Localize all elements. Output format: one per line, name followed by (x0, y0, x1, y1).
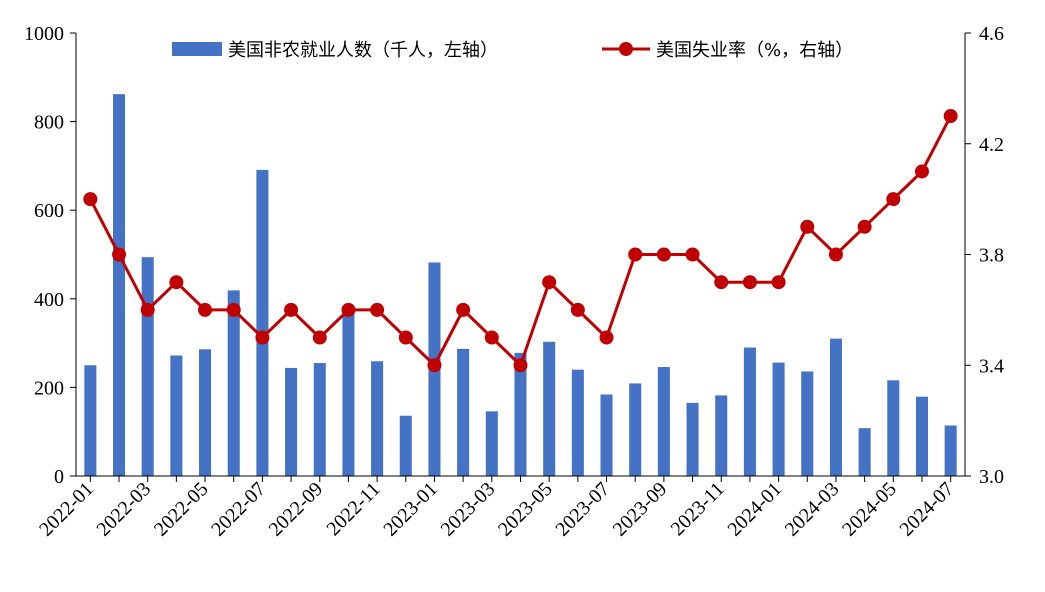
x-tick-label: 2023-07 (551, 478, 614, 541)
unemployment-line (89, 115, 952, 367)
bar-2022-11 (371, 361, 384, 476)
bar-2022-10 (342, 308, 355, 476)
bar-2023-06 (571, 369, 584, 476)
bar-2024-04 (858, 428, 871, 476)
x-tick-label: 2023-05 (494, 478, 557, 541)
point-2022-01 (83, 192, 98, 207)
bar-2023-11 (715, 395, 728, 476)
point-2023-12 (742, 275, 757, 290)
bar-2024-02 (801, 371, 814, 476)
x-tick-label: 2023-03 (437, 478, 500, 541)
point-2023-06 (570, 302, 585, 317)
bar-2022-04 (170, 355, 183, 476)
y-left-tick-label: 1000 (24, 23, 64, 45)
point-2024-07 (943, 109, 958, 124)
point-2024-03 (828, 247, 843, 262)
bar-2022-08 (285, 367, 298, 476)
point-2022-12 (398, 330, 413, 345)
bar-2023-10 (686, 402, 699, 476)
point-2022-02 (112, 247, 127, 262)
y-left-tick-label: 0 (54, 466, 64, 488)
x-tick-label: 2024-07 (895, 478, 958, 541)
y-right-tick-label: 4.6 (979, 23, 1004, 45)
point-2023-03 (484, 330, 499, 345)
x-tick-label: 2022-01 (35, 478, 98, 541)
point-2023-08 (628, 247, 643, 262)
bar-2022-07 (256, 169, 269, 476)
bar-2023-03 (485, 411, 498, 476)
x-tick-label: 2022-11 (322, 478, 384, 540)
point-2022-10 (341, 302, 356, 317)
bar-2024-06 (915, 396, 928, 476)
x-tick-label: 2023-11 (667, 478, 729, 540)
point-2024-05 (886, 192, 901, 207)
point-2022-08 (284, 302, 299, 317)
x-tick-label: 2022-07 (207, 478, 270, 541)
point-2022-07 (255, 330, 270, 345)
x-tick-label: 2024-05 (838, 478, 901, 541)
point-2022-06 (226, 302, 241, 317)
point-2023-01 (427, 358, 442, 373)
bar-2023-08 (629, 383, 642, 476)
line-layer (83, 109, 958, 373)
bar-2022-09 (313, 363, 326, 476)
point-2024-01 (771, 275, 786, 290)
y-left-tick-label: 200 (34, 377, 64, 399)
x-tick-label: 2022-09 (265, 478, 328, 541)
bar-2023-12 (743, 347, 756, 476)
point-2023-07 (599, 330, 614, 345)
point-2022-09 (312, 330, 327, 345)
point-2023-02 (456, 302, 471, 317)
bars-layer (84, 94, 957, 476)
point-2023-10 (685, 247, 700, 262)
y-left-tick-label: 400 (34, 289, 64, 311)
bar-2023-07 (600, 394, 613, 476)
x-tick-label: 2023-09 (609, 478, 672, 541)
point-2023-04 (513, 358, 528, 373)
point-2023-09 (656, 247, 671, 262)
x-tick-label: 2022-03 (93, 478, 156, 541)
x-tick-label: 2023-01 (379, 478, 442, 541)
bar-2022-05 (199, 349, 212, 476)
bar-2023-02 (457, 348, 470, 476)
legend-line-label: 美国失业率（%，右轴） (656, 40, 853, 61)
y-left-tick-label: 600 (34, 200, 64, 222)
point-2022-11 (370, 302, 385, 317)
y-right-tick-label: 3.0 (979, 466, 1004, 488)
bar-2022-06 (227, 290, 240, 476)
y-right-tick-label: 3.4 (979, 355, 1004, 377)
bar-2024-05 (887, 380, 900, 476)
point-2023-11 (714, 275, 729, 290)
bar-2024-03 (829, 338, 842, 476)
legend-line-marker (619, 42, 633, 56)
legend-bar-swatch (172, 42, 222, 56)
bar-2024-07 (944, 425, 957, 476)
bar-2023-09 (657, 367, 670, 476)
legend-bar-label: 美国非农就业人数（千人，左轴） (228, 40, 498, 61)
x-tick-label: 2022-05 (150, 478, 213, 541)
point-2024-04 (857, 219, 872, 234)
point-2022-04 (169, 275, 184, 290)
bar-2024-01 (772, 362, 785, 476)
point-2023-05 (542, 275, 557, 290)
bar-2022-03 (141, 257, 154, 476)
bar-2022-12 (399, 415, 412, 476)
bar-2023-04 (514, 352, 527, 476)
legend: 美国非农就业人数（千人，左轴） 美国失业率（%，右轴） (172, 40, 853, 61)
bar-2023-05 (543, 341, 556, 476)
point-2024-02 (800, 219, 815, 234)
point-2022-05 (198, 302, 213, 317)
y-right-tick-label: 4.2 (979, 134, 1004, 156)
point-2022-03 (140, 302, 155, 317)
bar-2022-02 (112, 94, 126, 476)
x-tick-label: 2024-03 (781, 478, 844, 541)
y-right-tick-label: 3.8 (979, 245, 1004, 267)
y-left-tick-label: 800 (34, 112, 64, 134)
point-2024-06 (914, 164, 929, 179)
bar-2022-01 (84, 365, 97, 476)
x-tick-label: 2024-01 (723, 478, 786, 541)
